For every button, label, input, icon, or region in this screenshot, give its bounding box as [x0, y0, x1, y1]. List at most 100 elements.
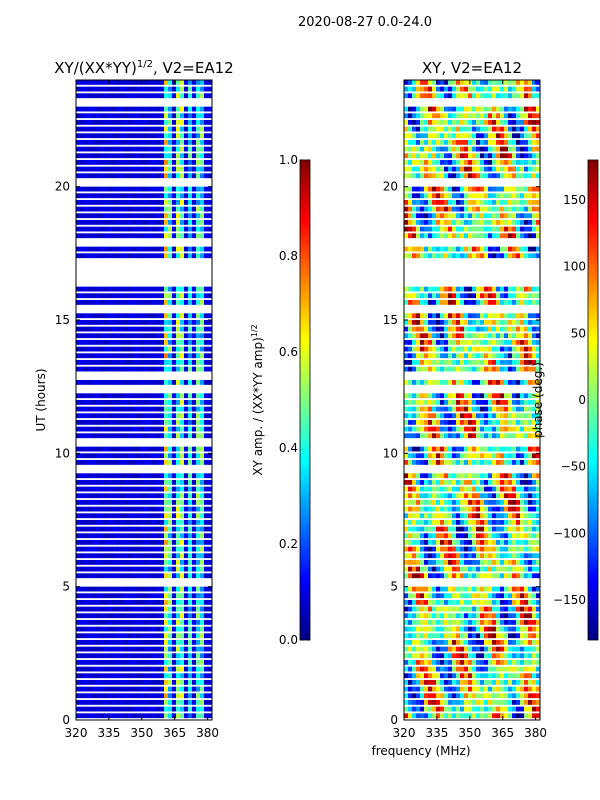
heatmap-cell	[128, 653, 133, 659]
heatmap-cell	[500, 300, 505, 305]
heatmap-cell	[140, 640, 145, 645]
heatmap-cell	[124, 473, 129, 479]
heatmap-cell	[124, 360, 129, 365]
heatmap-cell	[160, 353, 165, 359]
heatmap-cell	[464, 413, 469, 419]
heatmap-cell	[496, 680, 501, 685]
heatmap-cell	[440, 680, 445, 685]
heatmap-cell	[512, 413, 517, 419]
heatmap-cell	[80, 360, 85, 365]
heatmap-cell	[144, 213, 149, 219]
heatmap-cell	[516, 340, 521, 345]
heatmap-cell	[456, 313, 461, 319]
heatmap-cell	[536, 360, 540, 365]
heatmap-cell	[444, 513, 449, 519]
heatmap-cell	[188, 693, 193, 699]
heatmap-cell	[92, 160, 97, 165]
heatmap-cell	[128, 233, 133, 239]
heatmap-cell	[196, 106, 201, 112]
heatmap-cell	[92, 513, 97, 519]
heatmap-cell	[176, 186, 181, 192]
heatmap-cell	[440, 646, 445, 652]
heatmap-cell	[512, 333, 517, 339]
heatmap-cell	[180, 586, 185, 592]
heatmap-cell	[184, 220, 189, 225]
heatmap-cell	[516, 700, 521, 705]
heatmap-cell	[436, 573, 441, 579]
heatmap-cell	[120, 406, 125, 412]
heatmap-cell	[124, 233, 129, 239]
heatmap-cell	[148, 146, 153, 152]
heatmap-cell	[160, 146, 165, 152]
heatmap-cell	[208, 200, 212, 205]
heatmap-cell	[124, 133, 129, 139]
heatmap-cell	[160, 673, 165, 679]
heatmap-cell	[120, 546, 125, 552]
heatmap-cell	[432, 646, 437, 652]
heatmap-cell	[100, 473, 105, 479]
heatmap-cell	[88, 713, 93, 719]
heatmap-cell	[192, 360, 197, 365]
heatmap-cell	[120, 120, 125, 125]
heatmap-cell	[484, 253, 489, 259]
heatmap-cell	[140, 506, 145, 512]
heatmap-cell	[80, 313, 85, 319]
heatmap-cell	[112, 93, 117, 99]
heatmap-cell	[180, 673, 185, 679]
heatmap-cell	[464, 460, 469, 465]
heatmap-cell	[172, 213, 177, 219]
heatmap-cell	[144, 446, 149, 452]
heatmap-cell	[504, 446, 509, 452]
heatmap-cell	[484, 706, 489, 712]
heatmap-cell	[476, 353, 481, 359]
heatmap-cell	[196, 606, 201, 612]
heatmap-cell	[160, 160, 165, 165]
heatmap-cell	[184, 320, 189, 325]
heatmap-cell	[152, 246, 157, 252]
heatmap-cell	[80, 700, 85, 705]
heatmap-cell	[536, 660, 540, 665]
heatmap-cell	[456, 346, 461, 352]
heatmap-cell	[508, 400, 513, 405]
heatmap-cell	[440, 320, 445, 325]
heatmap-cell	[120, 253, 125, 259]
heatmap-cell	[196, 286, 201, 292]
heatmap-cell	[192, 426, 197, 432]
heatmap-cell	[200, 433, 205, 439]
heatmap-cell	[472, 693, 477, 699]
heatmap-cell	[444, 473, 449, 479]
heatmap-cell	[404, 353, 409, 359]
heatmap-cell	[188, 366, 193, 372]
heatmap-cell	[484, 413, 489, 419]
heatmap-cell	[156, 233, 161, 239]
heatmap-cell	[164, 640, 169, 645]
heatmap-cell	[116, 533, 121, 539]
heatmap-cell	[504, 620, 509, 625]
heatmap-cell	[412, 586, 417, 592]
heatmap-cell	[416, 620, 421, 625]
heatmap-cell	[520, 653, 525, 659]
heatmap-cell	[168, 653, 173, 659]
heatmap-cell	[436, 233, 441, 239]
heatmap-cell	[516, 286, 521, 292]
heatmap-cell	[92, 666, 97, 672]
heatmap-cell	[520, 333, 525, 339]
heatmap-cell	[496, 486, 501, 492]
heatmap-cell	[108, 473, 113, 479]
heatmap-cell	[148, 626, 153, 632]
heatmap-cell	[76, 420, 81, 425]
heatmap-cell	[176, 226, 181, 232]
heatmap-cell	[104, 313, 109, 319]
heatmap-cell	[120, 413, 125, 419]
heatmap-cell	[532, 593, 537, 599]
heatmap-cell	[116, 606, 121, 612]
heatmap-cell	[472, 606, 477, 612]
heatmap-cell	[204, 513, 209, 519]
heatmap-cell	[168, 526, 173, 532]
heatmap-cell	[160, 406, 165, 412]
heatmap-cell	[460, 586, 465, 592]
heatmap-cell	[180, 326, 185, 332]
heatmap-cell	[144, 326, 149, 332]
heatmap-cell	[76, 593, 81, 599]
heatmap-cell	[520, 433, 525, 439]
